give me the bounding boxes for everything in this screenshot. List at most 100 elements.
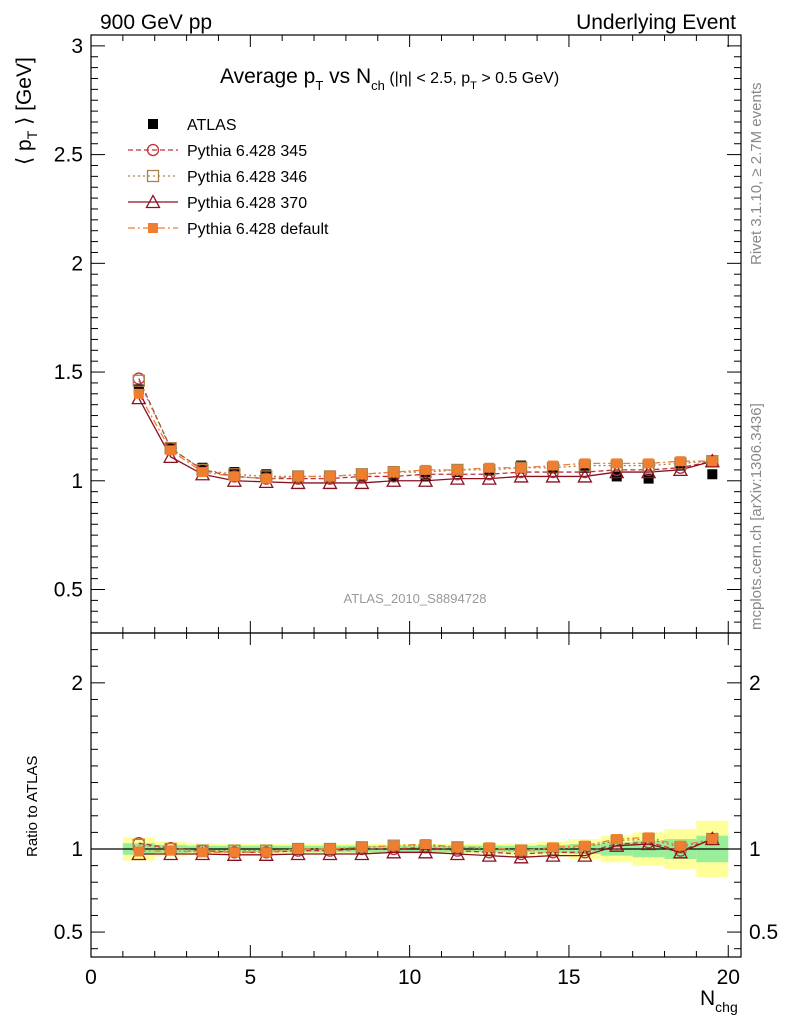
x-tick-label: 20 (717, 966, 740, 989)
legend-marker (146, 143, 160, 157)
main-panel (131, 372, 720, 490)
series-point (165, 445, 176, 456)
atlas-data-point (420, 471, 431, 482)
legend-marker (148, 119, 158, 129)
atlas-data-point (643, 473, 654, 484)
ratio-series-point (545, 847, 561, 862)
ratio-series-point (451, 841, 464, 854)
ratio-series-point (293, 844, 304, 854)
series-point (513, 468, 529, 483)
ratio-series-point (356, 842, 367, 853)
rivet-info-label: Rivet 3.1.10, ≥ 2.7M events (748, 83, 765, 266)
ratio-series-point (388, 840, 399, 851)
atlas-data-point (611, 471, 622, 482)
ratio-y-tick-label: 1 (71, 838, 83, 861)
main-y-tick-label: 1 (71, 470, 83, 493)
ratio-frame (90, 632, 742, 958)
series-point (548, 460, 559, 471)
series-point (355, 468, 368, 481)
series-point (609, 464, 625, 479)
main-y-axis-label: ⟨ pT ⟩ [GeV] (13, 57, 40, 165)
ratio-series-point (165, 845, 176, 856)
series-line (138, 380, 713, 478)
series-point (577, 468, 593, 483)
series-point (354, 475, 370, 490)
ratio-series-point (675, 840, 686, 851)
ratio-series-point (197, 847, 208, 858)
legend-label: ATLAS (187, 117, 237, 134)
series-point (322, 475, 338, 490)
legend-label: Pythia 6.428 346 (187, 169, 307, 186)
series-point (451, 463, 464, 477)
series-point (387, 465, 400, 479)
main-title: Average pT vs Nch (|η| < 2.5, pT > 0.5 G… (220, 65, 559, 93)
ratio-series-point (641, 836, 657, 851)
legend: ATLAS Pythia 6.428 345 Pythia 6.428 346 Pyt… (128, 117, 329, 238)
legend-label: Pythia 6.428 345 (187, 143, 307, 160)
ratio-series-point (324, 844, 335, 854)
series-point (481, 470, 497, 485)
legend-label: Pythia 6.428 default (187, 221, 329, 238)
legend-marker (148, 223, 158, 233)
ratio-series-point (133, 846, 144, 857)
series-point (420, 464, 431, 475)
ratio-series-point (579, 840, 590, 851)
series-point (291, 470, 305, 483)
series-point (133, 388, 144, 399)
main-y-tick-label: 3 (71, 35, 83, 58)
series-point (643, 458, 654, 469)
ratio-series-point (481, 847, 497, 862)
ratio-series-point (261, 847, 272, 858)
ratio-series-point (417, 844, 434, 859)
series-point (261, 473, 272, 484)
analysis-category-label: Underlying Event (576, 11, 736, 34)
main-y-tick-label: 1.5 (54, 361, 83, 384)
ratio-panel (131, 831, 720, 864)
main-y-tick-label: 0.5 (54, 579, 83, 602)
series-point (514, 461, 528, 474)
ratio-series-point (513, 849, 529, 864)
series-point (452, 464, 463, 475)
ratio-y-tick-label-right: 2 (749, 672, 761, 695)
main-y-tick-label: 2.5 (54, 144, 83, 167)
series-point (417, 472, 434, 487)
legend-marker (145, 194, 161, 209)
series-point (675, 456, 686, 467)
analysis-watermark: ATLAS_2010_S8894728 (344, 591, 487, 606)
series-point (707, 456, 718, 467)
main-y-tick-label: 2 (71, 252, 83, 275)
x-tick-label: 15 (557, 966, 580, 989)
ratio-series-point (452, 842, 463, 853)
series-point (132, 374, 145, 387)
ratio-series-point (548, 842, 559, 853)
series-point (388, 467, 399, 478)
series-point (324, 471, 335, 482)
series-point (293, 471, 304, 482)
series-point (484, 462, 495, 473)
series-point (356, 469, 367, 480)
legend-marker (146, 169, 160, 183)
series-point (449, 470, 466, 485)
ratio-series-point (707, 834, 718, 845)
ratio-series-point (577, 847, 593, 862)
series-point (672, 462, 689, 477)
x-tick-label: 10 (398, 966, 421, 989)
ratio-y-axis-label: Ratio to ATLAS (24, 756, 41, 857)
collision-label: 900 GeV pp (100, 11, 212, 34)
ratio-series-point (643, 832, 654, 843)
ratio-series-point (484, 842, 495, 853)
ratio-series-point (672, 844, 689, 859)
ratio-series-point (420, 839, 431, 850)
ratio-y-tick-label-right: 1 (749, 838, 761, 861)
series-point (163, 448, 179, 464)
ratio-series-point (516, 845, 527, 856)
ratio-series-point (609, 837, 625, 852)
series-point (641, 464, 657, 479)
series-point (611, 458, 622, 469)
mcplots-info-label: mcplots.cern.ch [arXiv:1306.3436] (748, 403, 765, 630)
series-point (197, 467, 208, 478)
ratio-y-tick-label: 2 (71, 672, 83, 695)
series-point (290, 475, 306, 490)
x-tick-label: 5 (244, 966, 256, 989)
